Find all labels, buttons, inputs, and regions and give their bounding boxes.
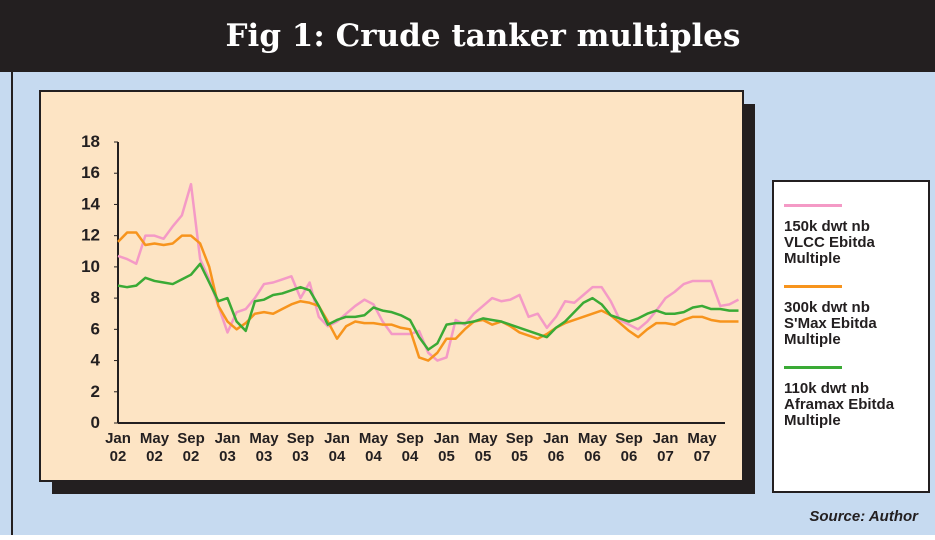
- y-tick-label: 6: [91, 319, 100, 338]
- source: Source: Author: [809, 508, 919, 525]
- x-tick-label: May 04: [359, 430, 389, 465]
- x-tick-label: Jan 02: [105, 430, 131, 465]
- legend-swatch: [784, 285, 842, 288]
- y-tick-label: 18: [81, 132, 100, 151]
- legend-swatch: [784, 366, 842, 369]
- chart-title: Fig 1: Crude tanker multiples: [226, 18, 741, 54]
- y-tick-label: 12: [81, 226, 100, 245]
- plot-panel: [39, 90, 744, 482]
- x-tick-label: Sep 06: [615, 430, 643, 465]
- x-tick-label: Sep 03: [287, 430, 315, 465]
- y-tick-label: 16: [81, 163, 100, 182]
- x-tick-label: Sep 02: [177, 430, 205, 465]
- y-tick-label: 8: [91, 288, 100, 307]
- x-tick-label: Jan 05: [434, 430, 460, 465]
- x-tick-label: May 02: [140, 430, 170, 465]
- series-line: [117, 231, 739, 362]
- x-tick-label: May 05: [468, 430, 498, 465]
- x-tick-label: May 06: [578, 430, 608, 465]
- series-line: [117, 182, 740, 362]
- x-tick-label: May 07: [687, 430, 717, 465]
- x-tick-label: May 03: [249, 430, 279, 465]
- x-tick-label: Sep 04: [396, 430, 424, 465]
- y-tick-label: 10: [81, 257, 100, 276]
- x-tick-label: Jan 07: [653, 430, 679, 465]
- legend-label: 150k dwt nb VLCC Ebitda Multiple: [784, 218, 875, 267]
- legend-label: 110k dwt nb Aframax Ebitda Multiple: [784, 380, 895, 429]
- legend-entry: 150k dwt nb VLCC Ebitda Multiple: [784, 204, 928, 267]
- legend-entry: 110k dwt nb Aframax Ebitda Multiple: [784, 366, 928, 429]
- y-tick-label: 0: [91, 413, 100, 432]
- y-tick-label: 14: [81, 194, 100, 213]
- x-tick-label: Sep 05: [506, 430, 534, 465]
- x-tick-label: Jan 04: [324, 430, 350, 465]
- y-tick-label: 2: [91, 382, 100, 401]
- series-line: [117, 262, 739, 351]
- x-tick-label: Jan 03: [215, 430, 241, 465]
- legend-swatch: [784, 204, 842, 207]
- legend-entry: 300k dwt nb S'Max Ebitda Multiple: [784, 285, 928, 348]
- legend: 150k dwt nb VLCC Ebitda Multiple 300k dwt…: [772, 180, 930, 493]
- x-tick-label: Jan 06: [543, 430, 569, 465]
- y-tick-label: 4: [91, 351, 101, 370]
- legend-label: 300k dwt nb S'Max Ebitda Multiple: [784, 299, 877, 348]
- title-bar: [0, 0, 935, 72]
